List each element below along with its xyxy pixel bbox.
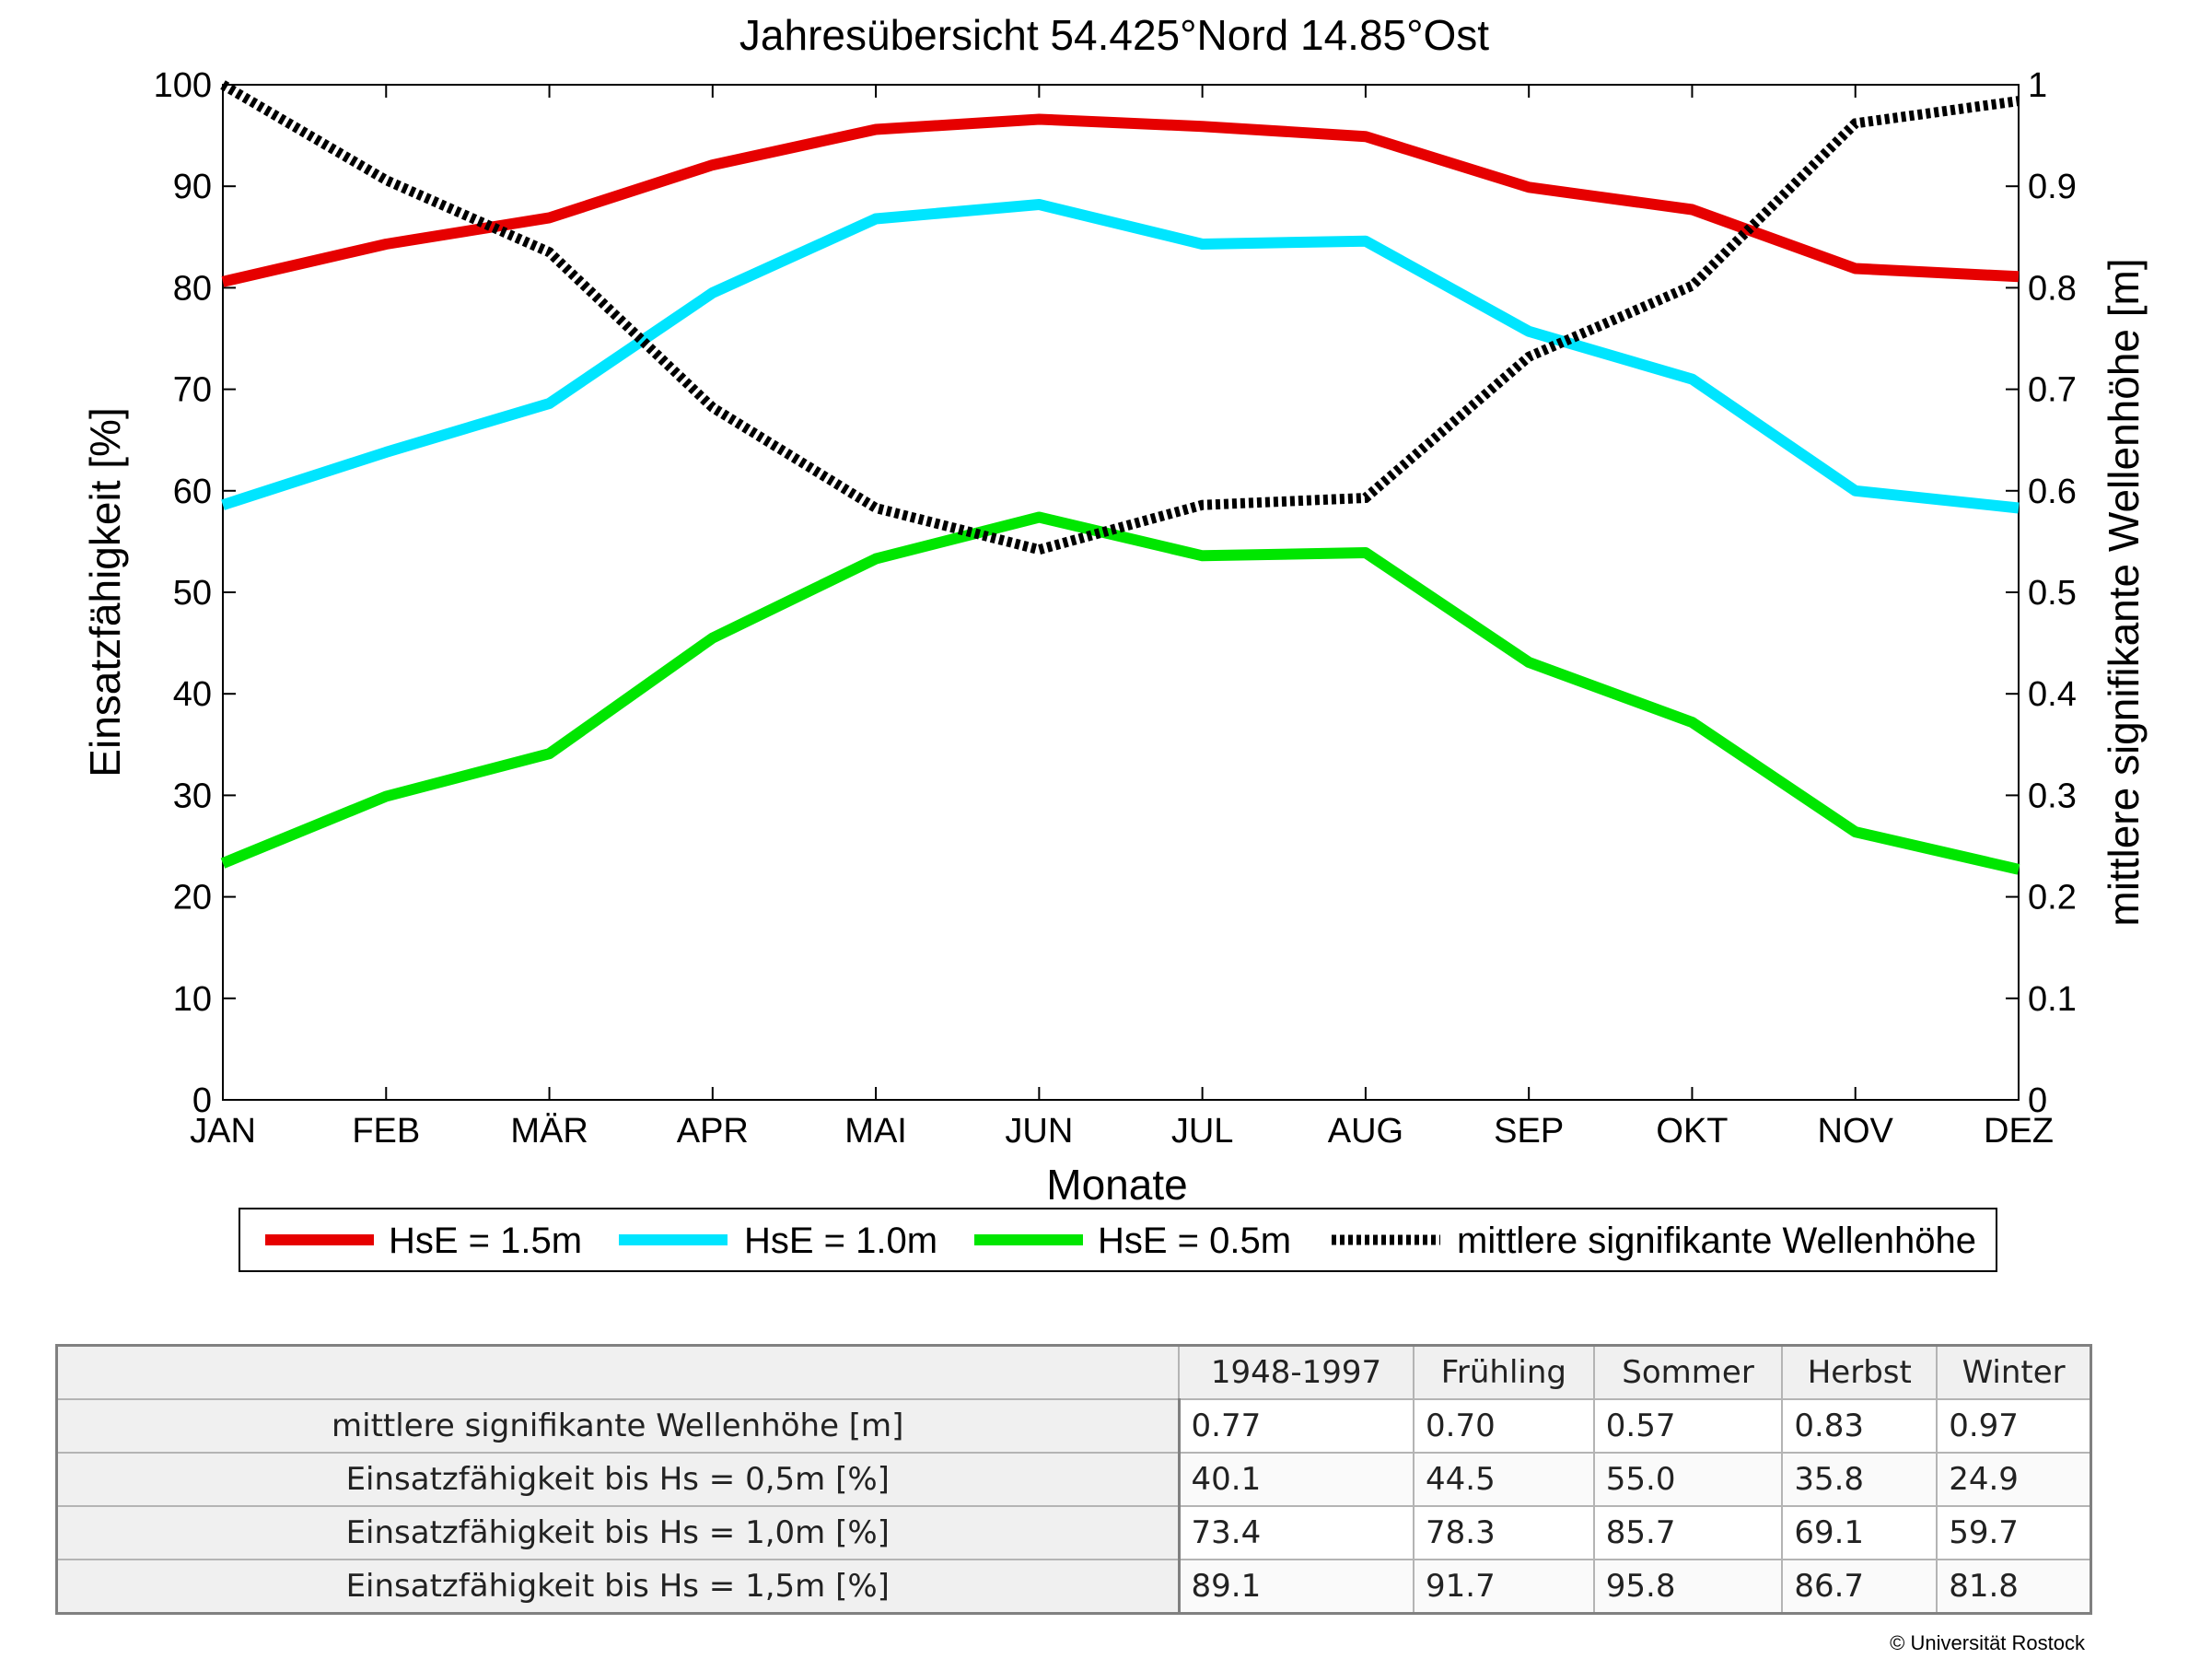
y-tick-label: 90 <box>173 168 212 206</box>
x-tick-label: FEB <box>352 1112 420 1151</box>
row-label: Einsatzfähigkeit bis Hs = 1,5m [%] <box>55 1559 1181 1615</box>
table-cell: 0.70 <box>1413 1398 1595 1454</box>
x-tick-label: NOV <box>1818 1112 1894 1151</box>
copyright-notice: © Universität Rostock <box>1890 1631 2085 1654</box>
y-tick-label: 10 <box>173 980 212 1019</box>
row-label: Einsatzfähigkeit bis Hs = 0,5m [%] <box>55 1452 1181 1507</box>
y-tick-label: 50 <box>173 574 212 613</box>
y2-tick-label: 0.8 <box>2028 269 2077 308</box>
table-cell: 24.9 <box>1936 1452 2092 1507</box>
table-row: Einsatzfähigkeit bis Hs = 1,0m [%] 73.4 … <box>55 1505 2092 1560</box>
y-tick-label: 20 <box>173 879 212 917</box>
column-header: Sommer <box>1592 1344 1784 1400</box>
y-tick-label: 0 <box>192 1081 212 1120</box>
y-tick-label: 80 <box>173 269 212 308</box>
legend-label: mittlere signifikante Wellenhöhe <box>1457 1221 1976 1261</box>
table-cell: 59.7 <box>1936 1505 2092 1560</box>
legend-label: HsE = 1.0m <box>744 1221 937 1261</box>
table-cell: 0.83 <box>1781 1398 1938 1454</box>
left-axis: 0 10 20 30 40 50 60 70 80 90 100 <box>154 66 236 1120</box>
x-tick-label: JUN <box>1005 1112 1073 1151</box>
y2-tick-label: 1 <box>2028 66 2047 105</box>
table-cell: 40.1 <box>1177 1452 1415 1507</box>
column-header: Frühling <box>1413 1344 1595 1400</box>
chart: Jahresübersicht 54.425°Nord 14.85°Ost 0 1… <box>81 11 2148 1272</box>
x-axis-title: Monate <box>1046 1161 1187 1209</box>
table-header-row: 1948-1997 Frühling Sommer Herbst Winter <box>55 1344 2092 1400</box>
x-tick-label: JUL <box>1171 1112 1234 1151</box>
table-cell: 73.4 <box>1177 1505 1415 1560</box>
table-row: Einsatzfähigkeit bis Hs = 0,5m [%] 40.1 … <box>55 1452 2092 1507</box>
y2-tick-label: 0.6 <box>2028 473 2077 511</box>
legend-label: HsE = 1.5m <box>389 1221 582 1261</box>
column-header: 1948-1997 <box>1177 1344 1415 1400</box>
table-cell: 0.77 <box>1177 1398 1415 1454</box>
y2-tick-label: 0.9 <box>2028 168 2077 206</box>
series-layer <box>220 80 2020 875</box>
x-tick-label: AUG <box>1328 1112 1403 1151</box>
plot-area <box>222 84 2020 1101</box>
x-axis: JAN FEB MÄR APR MAI JUN JUL AUG SEP OKT NOV DEZ <box>190 85 2054 1151</box>
x-tick-label: JAN <box>190 1112 256 1151</box>
table-cell: 91.7 <box>1413 1559 1595 1615</box>
series-line-3 <box>220 511 2020 875</box>
column-header: Winter <box>1936 1344 2092 1400</box>
table-cell: 0.57 <box>1592 1398 1784 1454</box>
legend: HsE = 1.5m HsE = 1.0m HsE = 0.5m mittlere s… <box>239 1208 1997 1272</box>
chart-title: Jahresübersicht 54.425°Nord 14.85°Ost <box>739 11 1489 59</box>
row-label: Einsatzfähigkeit bis Hs = 1,0m [%] <box>55 1505 1181 1560</box>
y2-tick-label: 0.2 <box>2028 879 2077 917</box>
table-corner-cell <box>55 1344 1180 1400</box>
row-label: mittlere signifikante Wellenhöhe [m] <box>55 1398 1181 1454</box>
legend-label: HsE = 0.5m <box>1098 1221 1291 1261</box>
table-row: Einsatzfähigkeit bis Hs = 1,5m [%] 89.1 … <box>55 1559 2092 1615</box>
x-tick-label: SEP <box>1494 1112 1564 1151</box>
table-cell: 69.1 <box>1781 1505 1938 1560</box>
y-tick-label: 100 <box>154 66 212 105</box>
table-cell: 0.97 <box>1936 1398 2092 1454</box>
y-tick-label: 40 <box>173 675 212 714</box>
series-line-1 <box>221 113 2020 287</box>
x-tick-label: OKT <box>1656 1112 1728 1151</box>
y2-axis-title: mittlere signifikante Wellenhöhe [m] <box>2100 258 2148 926</box>
x-tick-label: APR <box>677 1112 749 1151</box>
legend-box <box>239 1208 1997 1272</box>
x-tick-label: DEZ <box>1984 1112 2054 1151</box>
y-axis-title: Einsatzfähigkeit [%] <box>81 407 129 777</box>
table-cell: 95.8 <box>1592 1559 1784 1615</box>
y2-tick-label: 0.1 <box>2028 980 2077 1019</box>
column-header: Herbst <box>1781 1344 1938 1400</box>
y2-tick-label: 0.7 <box>2028 371 2077 410</box>
y2-tick-label: 0.4 <box>2028 675 2077 714</box>
y-tick-label: 60 <box>173 473 212 511</box>
y2-tick-label: 0 <box>2028 1081 2047 1120</box>
table-row: mittlere signifikante Wellenhöhe [m] 0.7… <box>55 1398 2092 1454</box>
series-line-2 <box>221 199 2020 514</box>
right-axis: 0 0.1 0.2 0.3 0.4 0.5 0.6 0.7 0.8 0.9 1 <box>2006 66 2077 1120</box>
table-cell: 89.1 <box>1177 1559 1415 1615</box>
y2-tick-label: 0.3 <box>2028 777 2077 815</box>
table-cell: 85.7 <box>1592 1505 1784 1560</box>
x-tick-label: MÄR <box>510 1112 588 1151</box>
table-cell: 86.7 <box>1781 1559 1938 1615</box>
series-line-4 <box>220 80 2020 555</box>
y2-tick-label: 0.5 <box>2028 574 2077 613</box>
table-cell: 44.5 <box>1413 1452 1595 1507</box>
table-cell: 35.8 <box>1781 1452 1938 1507</box>
table-cell: 78.3 <box>1413 1505 1595 1560</box>
stats-table: 1948-1997 Frühling Sommer Herbst Winter … <box>55 1344 2092 1615</box>
y-tick-label: 30 <box>173 777 212 815</box>
table-cell: 81.8 <box>1936 1559 2092 1615</box>
y-tick-label: 70 <box>173 371 212 410</box>
table-cell: 55.0 <box>1592 1452 1784 1507</box>
x-tick-label: MAI <box>844 1112 907 1151</box>
